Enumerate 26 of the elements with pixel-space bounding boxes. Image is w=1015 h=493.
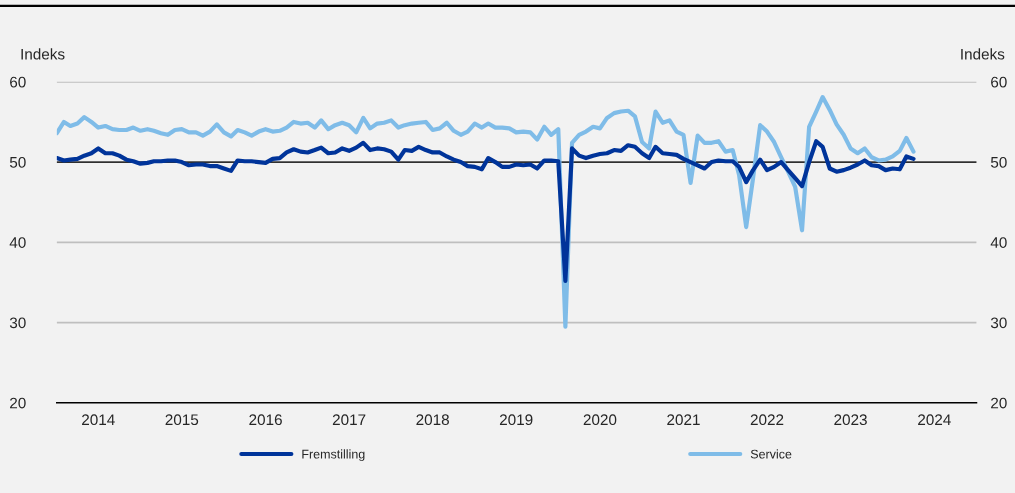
- x-tick-label: 2015: [165, 414, 199, 426]
- y-tick-label: 40: [9, 237, 26, 248]
- y2-tick-label: 40: [990, 237, 1007, 248]
- y2-tick-label: 30: [990, 317, 1007, 329]
- y-tick-label: 60: [10, 76, 26, 88]
- legend-label: Service: [750, 449, 792, 459]
- y-tick-label: 20: [10, 397, 26, 409]
- x-tick-label: 2016: [249, 414, 282, 426]
- x-tick-label: 2022: [750, 414, 784, 426]
- x-tick-label: 2024: [918, 414, 951, 426]
- x-tick-label: 2019: [499, 414, 533, 426]
- y2-axis-title: Indeks: [961, 48, 1005, 60]
- x-tick-label: 2020: [583, 414, 617, 426]
- y2-tick-label: 50: [990, 156, 1007, 168]
- y-tick-label: 30: [9, 317, 26, 329]
- legend-label: Fremstilling: [302, 449, 365, 461]
- x-tick-label: 2014: [82, 414, 115, 426]
- y2-tick-label: 60: [991, 76, 1007, 88]
- x-tick-label: 2017: [332, 414, 366, 426]
- y-tick-label: 50: [9, 156, 26, 168]
- y-axis-title: Indeks: [21, 48, 65, 60]
- x-tick-label: 2018: [416, 414, 449, 426]
- line-series: [56, 139, 916, 283]
- x-tick-label: 2021: [667, 414, 700, 426]
- y2-tick-label: 20: [991, 397, 1007, 409]
- x-tick-label: 2023: [834, 414, 867, 426]
